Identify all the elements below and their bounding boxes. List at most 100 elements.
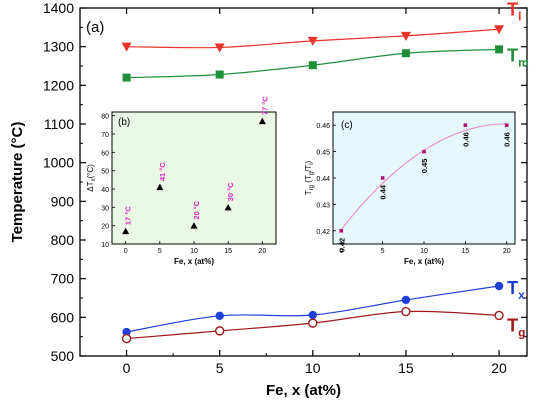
- inset-b-point-label: 20 °C: [192, 200, 201, 219]
- main-point-g: [214, 326, 225, 336]
- main-point-m: [122, 73, 131, 82]
- inset-c-ylabel-end: ): [304, 160, 313, 163]
- inset-c-ylabel-rest: (T: [304, 175, 313, 185]
- inset-c-ylabel-sub: rg: [309, 185, 315, 190]
- inset-c-ylabel-t: T: [304, 190, 313, 195]
- inset-b-y-tick-label: 10: [101, 242, 109, 249]
- inset-b-point: [258, 117, 266, 125]
- inset-b-ylabel-main: ΔT: [86, 181, 95, 191]
- main-point-l: [307, 36, 318, 46]
- main-point-g: [401, 306, 411, 317]
- inset-b-background: [111, 111, 277, 245]
- inset-b-panel: 10 20 30 40 50 60 70 80 0 5 10 15 20 17 °C 41 °C 20 °C…: [86, 96, 277, 266]
- main-point-l: [121, 42, 132, 52]
- inset-b-ylabel-unit: (°C): [86, 164, 95, 179]
- main-point-x: [308, 310, 318, 320]
- inset-c-background: [332, 111, 516, 245]
- inset-b-y-tick-label: 20: [101, 224, 109, 231]
- main-y-tick-label: 900: [51, 193, 75, 209]
- main-point-x: [215, 311, 224, 320]
- main-y-tick-label: 700: [51, 271, 75, 287]
- main-y-tick-label: 1200: [43, 77, 74, 93]
- inset-c-y-tick-label: 0.42: [316, 229, 330, 236]
- panel-label-a: (a): [86, 19, 104, 36]
- inset-c-point-label: 0.46: [461, 132, 470, 147]
- inset-c-points: 0.42 0.44 0.45 0.46 0.46: [337, 123, 512, 253]
- main-point-x: [401, 295, 411, 305]
- inset-c-x-tick-label: 0: [339, 248, 343, 255]
- inset-b-point: [156, 183, 164, 191]
- series-label-sub-l: l: [518, 9, 521, 23]
- inset-c-x-tick-label: 20: [503, 248, 511, 255]
- inset-b-y-tick-label: 70: [101, 132, 109, 139]
- inset-c-y-tick-label: 0.44: [316, 176, 330, 183]
- main-y-axis-label: Temperature (°C): [9, 122, 26, 243]
- inset-c-point-label: 0.42: [337, 238, 346, 253]
- inset-c-point: [380, 176, 385, 180]
- main-point-m: [495, 45, 504, 54]
- inset-b-point-label: 41 °C: [158, 162, 167, 181]
- main-x-tick-label: 0: [123, 360, 131, 376]
- main-y-tick-label: 500: [51, 348, 75, 364]
- inset-b-x-tick-label: 20: [258, 248, 266, 255]
- inset-c-x-tick-label: 10: [420, 248, 428, 255]
- inset-b-axes: 10 20 30 40 50 60 70 80 0 5 10 15 20: [101, 114, 266, 255]
- main-point-l: [214, 43, 225, 53]
- series-label-sub-x: x: [518, 288, 525, 302]
- inset-c-point-label: 0.46: [503, 132, 512, 147]
- inset-b-x-tick-label: 5: [158, 248, 162, 255]
- inset-c-y-tick-label: 0.46: [316, 123, 330, 130]
- inset-c-ylabel-sub3: l: [309, 163, 315, 164]
- main-point-m: [215, 70, 224, 79]
- main-point-g: [121, 333, 132, 344]
- inset-b-point: [224, 203, 232, 211]
- inset-b-point: [190, 222, 198, 229]
- main-y-tick-label: 800: [51, 232, 75, 248]
- panel-label-c: (c): [341, 120, 353, 131]
- inset-b-point-label: 17 °C: [124, 206, 133, 225]
- inset-c-ylabel-rest2: /T: [304, 165, 313, 172]
- inset-c-axes: 0.42 0.43 0.44 0.45 0.46 0 5 10 15 20: [316, 123, 510, 255]
- inset-c-point: [422, 149, 426, 154]
- inset-c-ylabel-sub2: g: [309, 172, 315, 175]
- inset-c-point: [339, 229, 344, 233]
- main-x-axis-label: Fe, x (at%): [266, 382, 341, 399]
- inset-c-point-label: 0.45: [420, 159, 429, 174]
- inset-c-x-tick-label: 15: [461, 248, 469, 255]
- main-point-g: [494, 310, 504, 321]
- main-point-x: [494, 281, 504, 291]
- inset-b-y-axis-label: ΔTx(°C): [86, 164, 97, 192]
- inset-c-y-tick-label: 0.45: [316, 150, 330, 157]
- main-y-tick-label: 600: [51, 309, 75, 325]
- inset-c-point: [504, 123, 509, 127]
- inset-b-y-tick-label: 80: [101, 114, 109, 121]
- inset-c-x-axis-label: Fe, x (at%): [404, 257, 444, 266]
- main-point-x: [122, 327, 131, 337]
- inset-b-x-tick-label: 0: [124, 248, 128, 255]
- main-y-tick-label: 1300: [43, 39, 74, 55]
- inset-b-y-tick-label: 30: [101, 205, 109, 212]
- main-point-g: [308, 318, 318, 328]
- inset-b-x-tick-label: 10: [190, 248, 198, 255]
- inset-b-points: 17 °C 41 °C 20 °C 30 °C 77 °C: [122, 96, 269, 235]
- inset-c-y-axis-label: Trg (Tg/Tl): [304, 160, 315, 195]
- main-point-m: [401, 49, 410, 58]
- inset-b-x-axis-label: Fe, x (at%): [174, 257, 214, 266]
- series-label-sub-m: m: [518, 55, 529, 69]
- series-label-l: Tl: [507, 0, 521, 23]
- panel-label-b: (b): [118, 117, 130, 128]
- series-label-sub-g: g: [518, 325, 525, 339]
- inset-c-y-tick-label: 0.43: [316, 202, 330, 209]
- main-x-tick-label: 10: [305, 360, 321, 376]
- main-series-layer: [121, 25, 505, 344]
- inset-b-point: [122, 227, 130, 235]
- inset-b-point-label: 77 °C: [260, 96, 269, 115]
- inset-c-panel: 0.420.430.440.450.460 5 10 15 20 0.420.440.4…: [304, 111, 516, 266]
- inset-b-point-label: 30 °C: [226, 182, 235, 201]
- main-x-tick-label: 20: [491, 360, 507, 376]
- inset-b-y-tick-label: 40: [101, 187, 109, 194]
- main-y-tick-label: 1100: [44, 116, 74, 132]
